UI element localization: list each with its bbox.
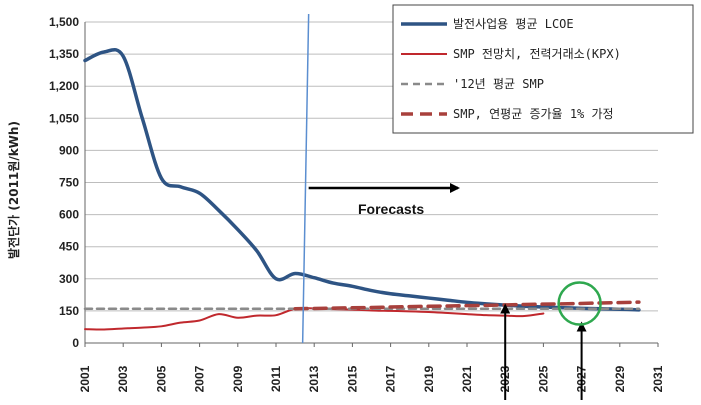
x-tick-label: 2017	[384, 365, 398, 392]
highlight-circle	[557, 281, 602, 326]
x-tick-label: 2015	[345, 365, 359, 392]
forecast-label: Forecasts	[358, 201, 424, 217]
x-tick-label: 2007	[193, 365, 207, 392]
legend-label-2: SMP 전망치, 전력거래소(KPX)	[453, 47, 621, 61]
y-tick-label: 1,200	[49, 79, 79, 93]
y-tick-label: 750	[59, 176, 79, 190]
legend-label-4: SMP, 연평균 증가율 1% 가정	[453, 107, 614, 121]
y-tick-label: 1,500	[49, 15, 79, 29]
legend-box	[392, 4, 694, 134]
x-tick-labels: 2001 2003 2005 2007 2009 2011 2013 2015 2017 2019…	[78, 365, 665, 392]
y-tick-labels: 0 150 300 450 600 750 900 1,050 1,200 1,350 1,500	[49, 15, 79, 350]
x-tick-label: 2021	[460, 365, 474, 392]
y-tick-label: 450	[59, 240, 79, 254]
x-tick-label: 2019	[422, 365, 436, 392]
y-tick-label: 600	[59, 208, 79, 222]
x-tick-label: 2025	[536, 365, 550, 392]
y-tick-label: 1,050	[49, 111, 79, 125]
x-tick-label: 2005	[154, 365, 168, 392]
x-tick-label: 2009	[231, 365, 245, 392]
y-axis-label: 발전단가 (2011원/kWh)	[6, 121, 21, 259]
legend-label-3: '12년 평균 SMP	[453, 77, 544, 91]
y-tick-label: 300	[59, 272, 79, 286]
series-line-1	[83, 47, 641, 312]
legend: 발전사업용 평균 LCOE SMP 전망치, 전력거래소(KPX) '12년 평균 …	[392, 4, 694, 134]
series-lines	[83, 47, 641, 331]
x-tick-label: 2003	[116, 365, 130, 392]
x-tick-label: 2011	[269, 366, 283, 392]
legend-label-1: 발전사업용 평균 LCOE	[453, 17, 574, 31]
x-tick-label: 2029	[613, 365, 627, 392]
y-tick-label: 0	[72, 336, 79, 350]
x-tick-label: 2013	[307, 365, 321, 392]
series-line-4	[293, 300, 641, 311]
annotations: Forecasts	[301, 13, 602, 400]
axes	[84, 22, 659, 347]
y-tick-label: 900	[59, 143, 79, 157]
forecast-divider-line	[301, 13, 310, 344]
x-tick-label: 2001	[78, 365, 92, 392]
y-tick-label: 1,350	[49, 47, 79, 61]
x-tick-label: 2031	[651, 365, 665, 392]
y-tick-label: 150	[59, 304, 79, 318]
